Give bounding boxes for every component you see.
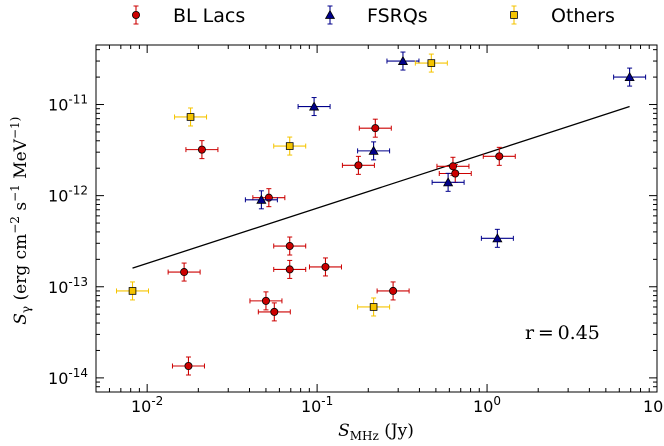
y-tick-label: 10-11 (48, 93, 88, 115)
fit-line (133, 107, 630, 269)
legend-label: BL Lacs (173, 5, 245, 27)
data-point-circle (322, 263, 329, 270)
legend-label: Others (551, 5, 615, 27)
data-point-circle (452, 170, 459, 177)
y-tick-label: 10-13 (48, 275, 88, 297)
legend-marker (132, 11, 139, 18)
x-axis-label: SMHz (Jy) (338, 421, 414, 443)
data-point-circle (389, 287, 396, 294)
data-point-circle (262, 297, 269, 304)
x-tick-label: 10-2 (131, 394, 163, 416)
fit-line-group (133, 107, 630, 269)
axis-label-text: SMHz (Jy) (338, 421, 414, 443)
legend-marker (326, 11, 335, 19)
x-tick-label: 10-1 (301, 394, 333, 416)
legend-item-bl-lacs: BL Lacs (132, 5, 245, 27)
y-tick-label: 10-14 (48, 366, 88, 388)
series-fsrqs (245, 52, 645, 247)
data-point-circle (496, 153, 503, 160)
legend-item-fsrqs: FSRQs (326, 5, 428, 27)
data-point-square (286, 143, 293, 150)
series-bl-lacs (168, 119, 515, 375)
data-point-circle (286, 266, 293, 273)
x-tick-label: 101 (643, 394, 664, 416)
data-point-square (187, 114, 194, 121)
data-point-square (370, 304, 377, 311)
data-point-circle (355, 162, 362, 169)
legend: BL Lacs FSRQs Others (132, 5, 614, 27)
axis-label-text: Sγ (erg cm−2 s−1 MeV−1) (8, 111, 33, 324)
data-point-circle (198, 146, 205, 153)
legend-label: FSRQs (367, 5, 428, 27)
data-point-square (428, 60, 435, 67)
data-point-square (129, 288, 136, 295)
legend-item-others: Others (511, 5, 615, 27)
legend-marker (511, 12, 518, 19)
y-tick-label: 10-12 (48, 184, 88, 206)
series-others (117, 54, 448, 316)
data-point-circle (181, 268, 188, 275)
y-axis-label: Sγ (erg cm−2 s−1 MeV−1) (8, 111, 33, 324)
x-tick-label: 100 (473, 394, 501, 416)
data-point-circle (286, 242, 293, 249)
data-point-circle (185, 362, 192, 369)
axis-ticks: 10-2 10-1 100 101 10-14 10-13 10-12 10-11 (48, 45, 664, 416)
correlation-annotation: r = 0.45 (525, 322, 600, 344)
data-point-circle (271, 308, 278, 315)
data-point-circle (372, 125, 379, 132)
